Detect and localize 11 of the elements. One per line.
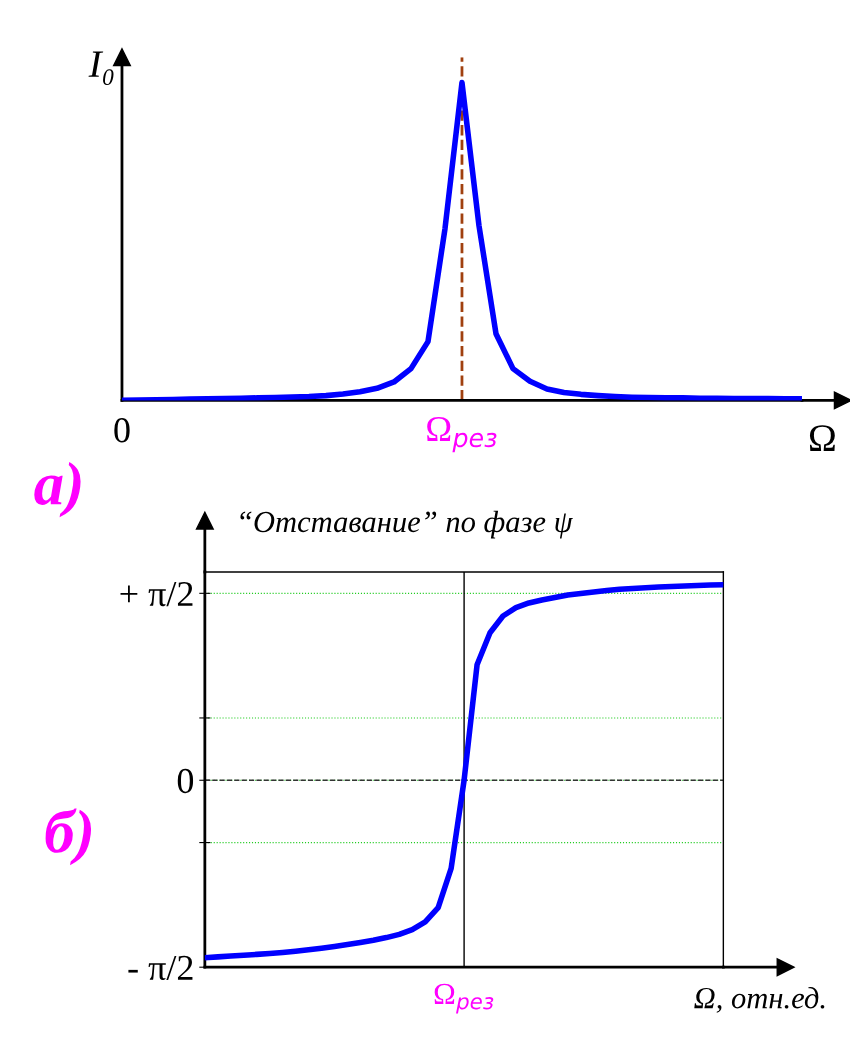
- y-axis-title: I₀: [88, 51, 114, 86]
- y-axis-title: “Отставание” по фазе ψ: [240, 510, 574, 539]
- y-tick-label: + π/2: [120, 581, 193, 607]
- x-axis-title: Ω: [809, 425, 835, 451]
- text: a): [34, 461, 81, 518]
- x-axis-title: Ω, отн.ед.: [694, 986, 825, 1013]
- y-tick-label: - π/2: [128, 955, 193, 981]
- text: б): [45, 808, 92, 866]
- x-tick-label: Ω$_{рез}$: [427, 417, 497, 453]
- x-tick-label: Ω$_{рез}$: [434, 983, 494, 1014]
- y-tick-label: 0: [177, 768, 194, 794]
